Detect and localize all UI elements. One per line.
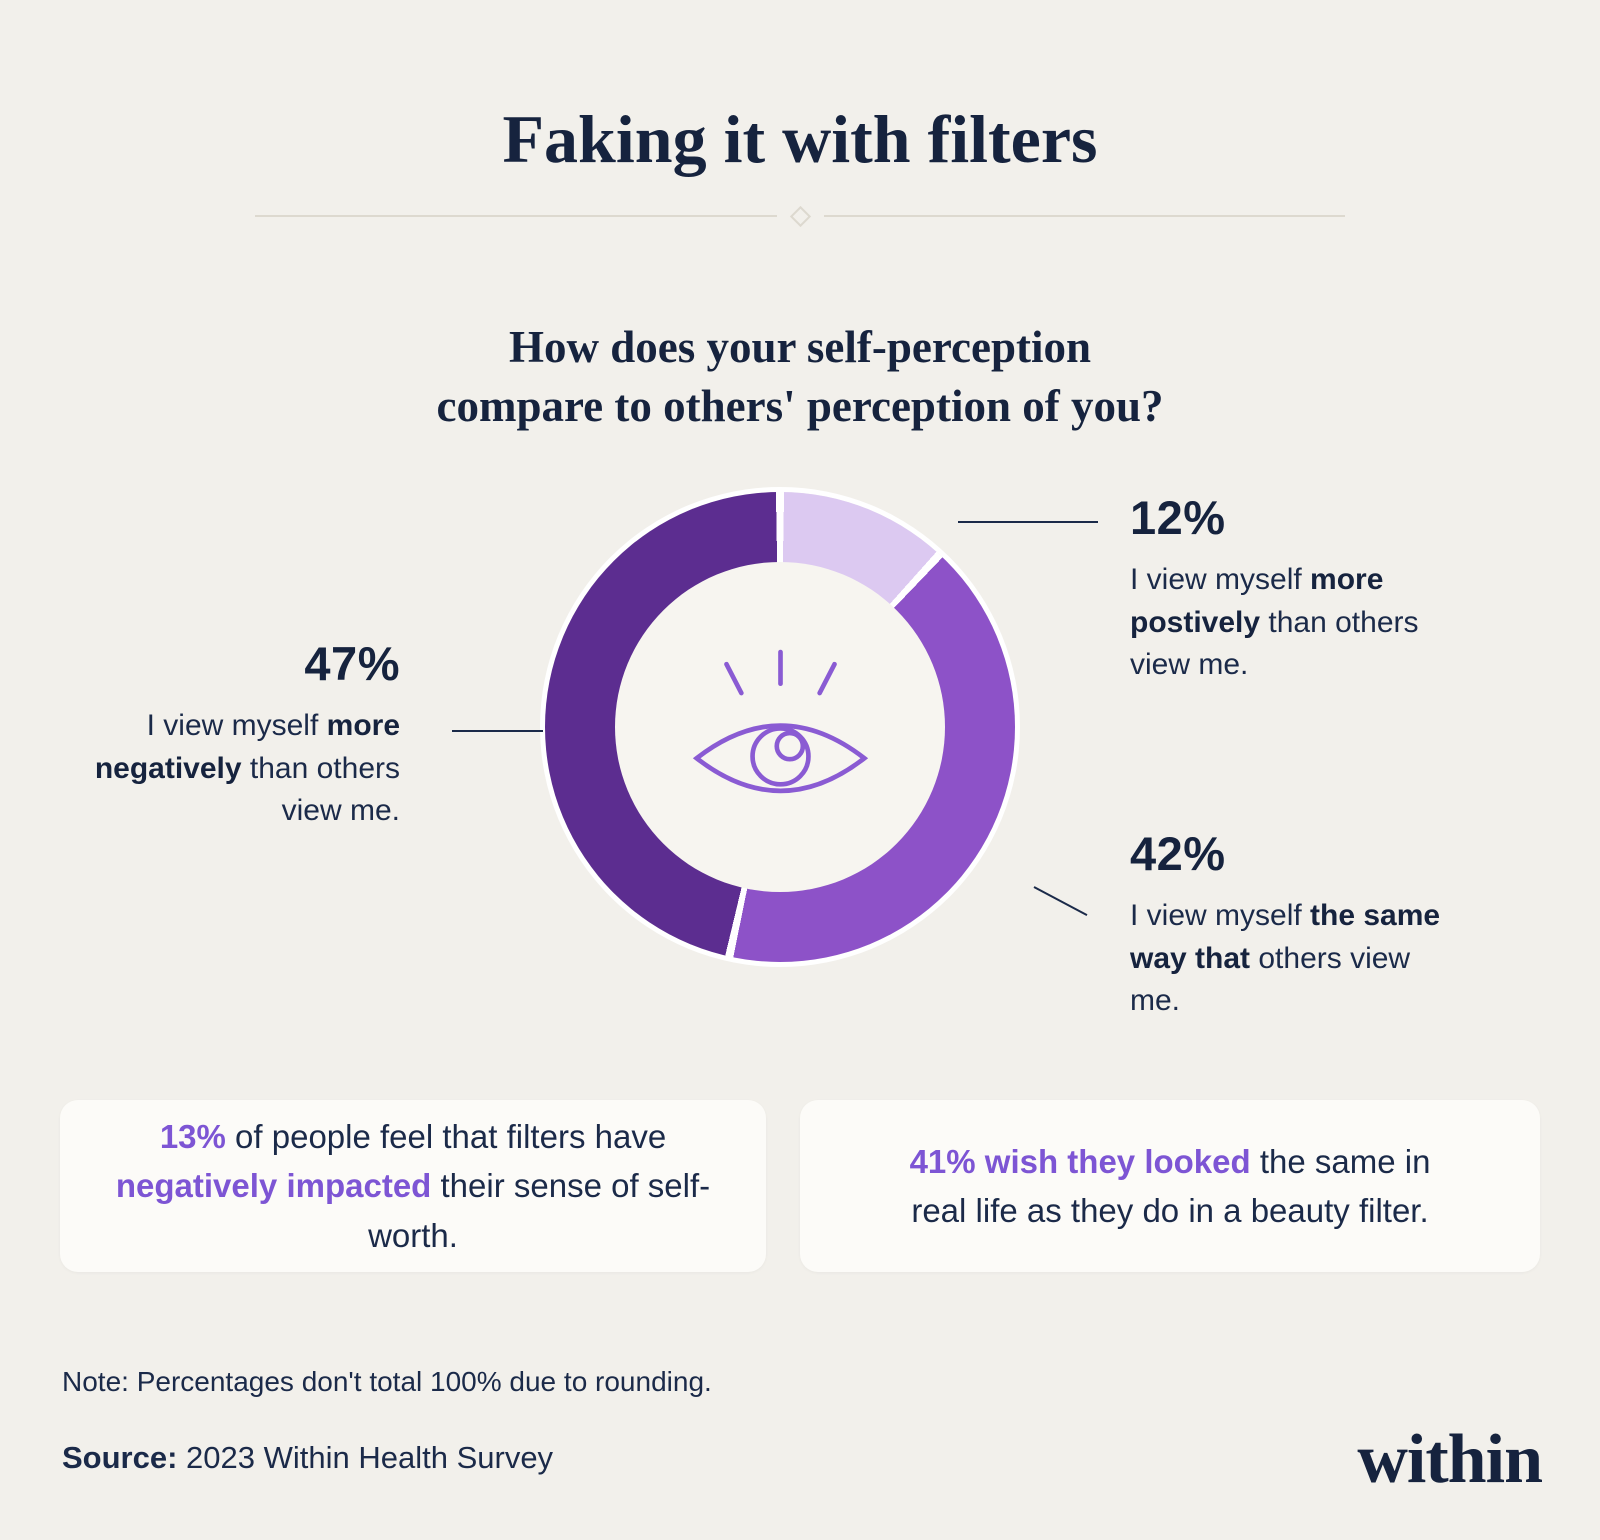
desc-text: I view myself	[146, 709, 327, 742]
chart-question: How does your self-perception compare to…	[0, 318, 1600, 437]
divider	[255, 205, 1345, 227]
eye-icon	[692, 649, 868, 793]
chart-question-line1: How does your self-perception	[508, 322, 1092, 372]
divider-line-left	[255, 215, 777, 217]
source-value: 2023 Within Health Survey	[177, 1440, 554, 1475]
slice-desc-positive: I view myself more postively than others…	[1130, 559, 1460, 687]
slice-pct-positive: 12%	[1130, 491, 1226, 544]
note-text: Note: Percentages don't total 100% due t…	[62, 1366, 712, 1397]
page-title: Faking it with filters	[502, 101, 1098, 177]
desc-text: I view myself	[1130, 899, 1311, 932]
desc-text: I view myself	[1130, 563, 1311, 596]
desc-text: than others view me.	[241, 751, 400, 828]
callout-text: their sense of self-worth.	[368, 1167, 711, 1254]
callout-text-beauty-filter: 41% wish they looked the same in real li…	[855, 1137, 1485, 1236]
callout-text: of people feel that filters have	[225, 1117, 667, 1155]
slice-desc-same: I view myself the same way that others v…	[1130, 895, 1460, 1023]
chart-question-line2: compare to others' perception of you?	[436, 381, 1164, 432]
callout-accent: 13%	[159, 1117, 226, 1155]
callout-text: the same in real life as they do in a be…	[911, 1142, 1431, 1230]
callout-box-beauty-filter: 41% wish they looked the same in real li…	[800, 1100, 1540, 1272]
desc-text: than others view me.	[1130, 605, 1419, 682]
leader-line-same	[1033, 886, 1088, 917]
desc-bold: the same way that	[1130, 899, 1441, 975]
desc-text: others view me.	[1130, 941, 1411, 1018]
slice-label-negative: 47% I view myself more negatively than o…	[60, 636, 400, 833]
callout-box-self-worth: 13% of people feel that filters have neg…	[60, 1100, 766, 1272]
slice-pct-same: 42%	[1130, 827, 1226, 880]
callout-accent: 41% wish they looked	[909, 1142, 1251, 1180]
desc-bold: more negatively	[94, 709, 400, 785]
slice-desc-negative: I view myself more negatively than other…	[60, 705, 400, 833]
desc-bold: more postively	[1130, 563, 1384, 639]
slice-label-positive: 12% I view myself more postively than ot…	[1130, 490, 1460, 687]
slice-label-same: 42% I view myself the same way that othe…	[1130, 826, 1460, 1023]
source-text: Source: 2023 Within Health Survey	[62, 1440, 553, 1476]
donut-hole	[615, 562, 945, 892]
diamond-icon	[789, 205, 811, 227]
divider-line-right	[823, 215, 1345, 217]
leader-line-negative	[452, 730, 543, 732]
source-label: Source:	[62, 1440, 178, 1475]
leader-line-positive	[958, 521, 1098, 523]
slice-pct-negative: 47%	[304, 637, 400, 690]
callout-text-self-worth: 13% of people feel that filters have neg…	[83, 1112, 743, 1261]
donut-chart	[545, 492, 1015, 962]
callout-accent: negatively impacted	[115, 1167, 432, 1205]
brand-logo: within	[1357, 1421, 1543, 1498]
